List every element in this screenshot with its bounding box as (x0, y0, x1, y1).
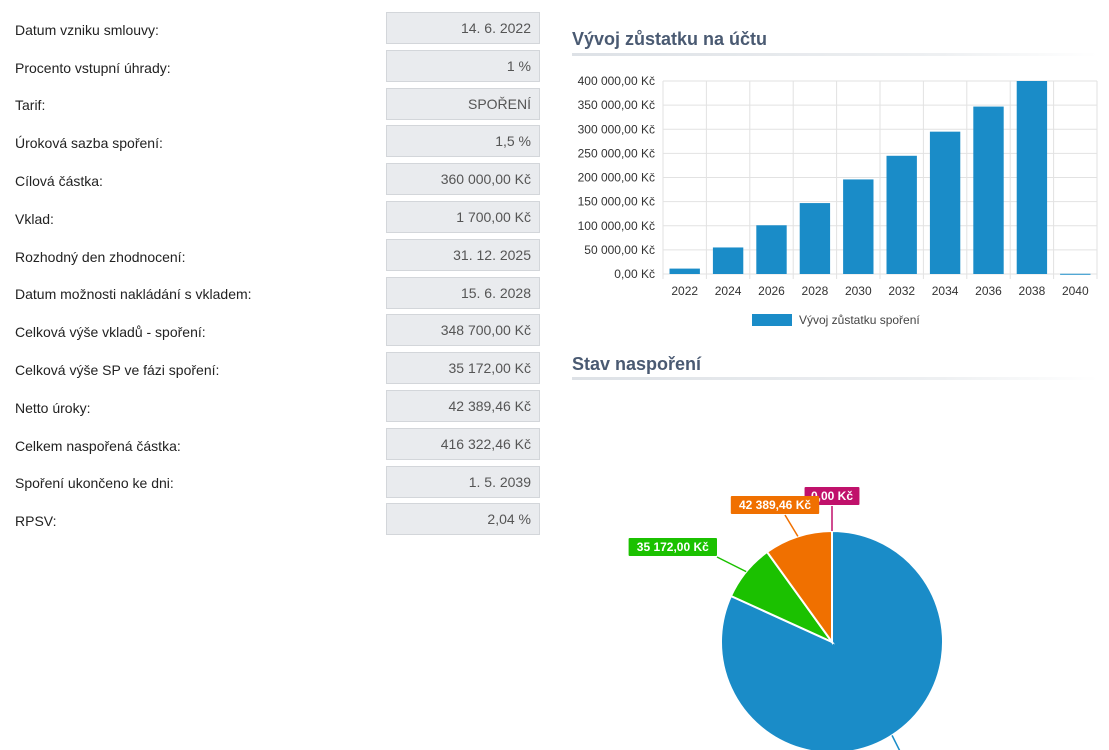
balance-chart-title-underline (572, 53, 1098, 56)
field-label: Netto úroky: (15, 399, 91, 416)
pie-data-label-box (628, 538, 717, 556)
pie-slice (765, 529, 833, 646)
pie-data-label: 0,00 Kč (811, 489, 853, 503)
form-row: Úroková sazba spoření: 1,5 % (0, 124, 545, 162)
y-tick-label: 400 000,00 Kč (578, 74, 655, 88)
x-tick-label: 2022 (671, 284, 698, 298)
field-value-readonly: 42 389,46 Kč (386, 389, 540, 422)
form-row: Procento vstupní úhrady: 1 % (0, 49, 545, 87)
contract-details-form: Datum vzniku smlouvy: 14. 6. 2022 Procento… (0, 11, 545, 540)
pie-leader-line (891, 735, 901, 750)
bar (929, 131, 961, 274)
field-value-readonly: 1,5 % (386, 125, 540, 158)
pie-data-label: 42 389,46 Kč (739, 498, 811, 512)
field-label: Cílová částka: (15, 173, 103, 190)
pie-data-label-box (730, 496, 820, 514)
x-tick-label: 2038 (1019, 284, 1046, 298)
bar (669, 268, 700, 274)
x-tick-label: 2032 (888, 284, 915, 298)
field-value-readonly: 360 000,00 Kč (386, 163, 540, 196)
form-row: Celková výše vkladů - spoření: 348 700,00… (0, 313, 545, 351)
pie-leader-line (784, 514, 799, 537)
field-label: Celkem naspořená částka: (15, 437, 181, 454)
form-row: Datum vzniku smlouvy: 14. 6. 2022 (0, 11, 545, 49)
y-tick-label: 150 000,00 Kč (578, 195, 655, 209)
field-value-readonly: 31. 12. 2025 (386, 238, 540, 271)
x-tick-label: 2030 (845, 284, 872, 298)
field-label: Tarif: (15, 97, 46, 114)
x-tick-label: 2028 (802, 284, 829, 298)
balance-chart-title: Vývoj zůstatku na účtu (572, 29, 768, 49)
form-row: Datum možnosti nakládání s vkladem: 15. 6… (0, 276, 545, 314)
bar (756, 225, 787, 274)
form-row: Celková výše SP ve fázi spoření: 35 172,0… (0, 351, 545, 389)
field-label: Vklad: (15, 210, 54, 227)
bar (1016, 81, 1048, 274)
y-tick-label: 250 000,00 Kč (578, 146, 655, 160)
field-label: Spoření ukončeno ke dni: (15, 475, 174, 492)
pie-leader-line (716, 556, 747, 573)
bar (1060, 273, 1091, 275)
x-tick-label: 2034 (932, 284, 959, 298)
y-tick-label: 200 000,00 Kč (578, 171, 655, 185)
legend-swatch (752, 314, 792, 326)
bar (712, 247, 744, 274)
field-label: RPSV: (15, 513, 57, 530)
x-tick-label: 2026 (758, 284, 785, 298)
bar (843, 179, 874, 274)
y-tick-label: 100 000,00 Kč (578, 219, 655, 233)
field-value-readonly: 35 172,00 Kč (386, 352, 540, 385)
savings-chart-title-underline (572, 377, 1098, 380)
field-value-readonly: 14. 6. 2022 (386, 12, 540, 44)
field-value-readonly: 1 700,00 Kč (386, 200, 540, 233)
bar (973, 106, 1004, 274)
x-tick-label: 2040 (1062, 284, 1089, 298)
x-tick-label: 2024 (715, 284, 742, 298)
field-label: Datum možnosti nakládání s vkladem: (15, 286, 252, 303)
bar (886, 155, 917, 274)
field-label: Rozhodný den zhodnocení: (15, 248, 186, 265)
form-row: Netto úroky: 42 389,46 Kč (0, 389, 545, 427)
field-label: Celková výše SP ve fázi spoření: (15, 362, 220, 379)
x-tick-label: 2036 (975, 284, 1002, 298)
savings-chart-title: Stav naspoření (572, 354, 702, 374)
field-value-readonly: 15. 6. 2028 (386, 276, 540, 309)
field-value-readonly: 2,04 % (386, 503, 540, 536)
field-value-readonly: 1 % (386, 49, 540, 82)
form-row: Tarif: SPOŘENÍ (0, 87, 545, 125)
legend-label: Vývoj zůstatku spoření (799, 313, 920, 327)
y-tick-label: 350 000,00 Kč (578, 98, 655, 112)
form-row: Spoření ukončeno ke dni: 1. 5. 2039 (0, 465, 545, 503)
field-value-readonly: 348 700,00 Kč (386, 314, 540, 347)
field-label: Procento vstupní úhrady: (15, 59, 171, 76)
pie-data-label: 35 172,00 Kč (637, 540, 709, 554)
field-value-readonly: 1. 5. 2039 (386, 465, 540, 498)
field-label: Úroková sazba spoření: (15, 135, 163, 152)
y-tick-label: 300 000,00 Kč (578, 122, 655, 136)
form-row: Rozhodný den zhodnocení: 31. 12. 2025 (0, 238, 545, 276)
y-tick-label: 50 000,00 Kč (584, 243, 655, 257)
field-value-readonly: 416 322,46 Kč (386, 427, 540, 460)
form-row: Vklad: 1 700,00 Kč (0, 200, 545, 238)
field-value-readonly: SPOŘENÍ (386, 87, 540, 120)
field-label: Celková výše vkladů - spoření: (15, 324, 206, 341)
balance-bar-chart: 0,00 Kč 50 000,00 Kč 100 000,00 Kč 150 000,… (578, 74, 1098, 327)
form-row: Celkem naspořená částka: 416 322,46 Kč (0, 427, 545, 465)
y-tick-label: 0,00 Kč (614, 267, 655, 281)
bar (799, 203, 831, 274)
field-label: Datum vzniku smlouvy: (15, 21, 159, 38)
form-row: Cílová částka: 360 000,00 Kč (0, 162, 545, 200)
form-row: RPSV: 2,04 % (0, 502, 545, 540)
